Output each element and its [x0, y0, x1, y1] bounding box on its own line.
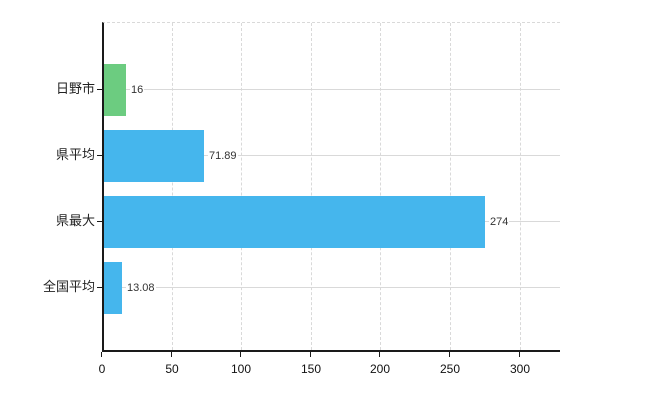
y-tick-0: [97, 89, 102, 90]
x-tick-label-0: 0: [98, 362, 106, 376]
value-label-1: 71.89: [208, 149, 238, 163]
value-label-0: 16: [130, 83, 145, 97]
y-tick-2: [97, 221, 102, 222]
row-gridline-3: [104, 287, 560, 288]
bar-2: [104, 196, 485, 248]
row-gridline-0: [104, 89, 560, 90]
x-tick-label-100: 100: [230, 362, 252, 376]
bar-0: [104, 64, 126, 116]
x-gridline-300: [520, 23, 521, 350]
x-gridline-250: [450, 23, 451, 350]
x-tick-label-300: 300: [509, 362, 531, 376]
x-tick-0: [101, 352, 102, 357]
category-label-0: 日野市: [55, 81, 95, 96]
x-tick-50: [171, 352, 172, 357]
x-gridline-200: [380, 23, 381, 350]
bar-1: [104, 130, 204, 182]
x-tick-label-200: 200: [369, 362, 391, 376]
x-tick-150: [310, 352, 311, 357]
x-tick-250: [449, 352, 450, 357]
x-tick-label-150: 150: [300, 362, 322, 376]
x-tick-100: [240, 352, 241, 357]
value-label-3: 13.08: [126, 281, 156, 295]
x-gridline-150: [311, 23, 312, 350]
y-tick-1: [97, 155, 102, 156]
bar-3: [104, 262, 122, 314]
x-tick-label-250: 250: [439, 362, 461, 376]
x-tick-200: [379, 352, 380, 357]
plot-area: 16 71.89 274 13.08: [102, 22, 560, 352]
category-label-3: 全国平均: [42, 279, 95, 294]
x-gridline-50: [172, 23, 173, 350]
x-tick-300: [519, 352, 520, 357]
category-label-1: 県平均: [55, 147, 95, 162]
category-label-2: 県最大: [55, 213, 95, 228]
x-tick-label-50: 50: [165, 362, 179, 376]
y-tick-3: [97, 287, 102, 288]
value-label-2: 274: [489, 215, 510, 229]
row-gridline-1: [104, 155, 560, 156]
x-gridline-100: [241, 23, 242, 350]
